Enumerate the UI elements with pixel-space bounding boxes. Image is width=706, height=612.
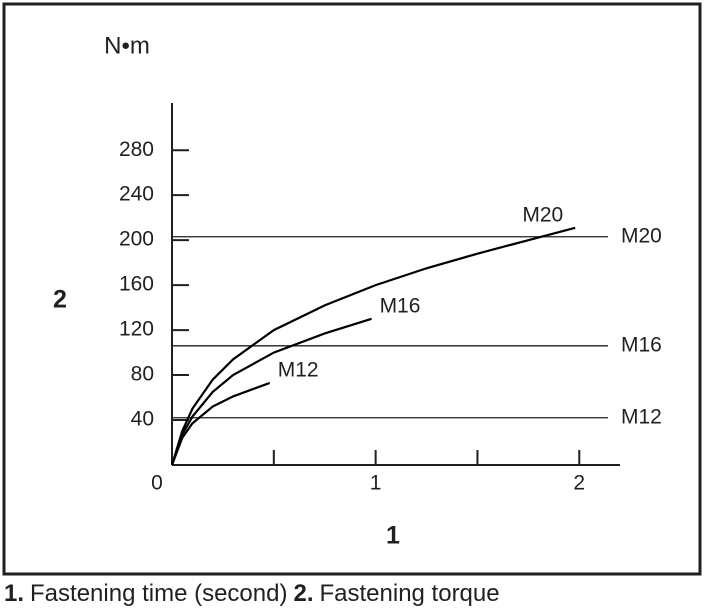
- caption-text: Fastening time (second): [30, 580, 288, 607]
- y-tick-label: 80: [131, 363, 154, 386]
- x-tick-label: 0: [151, 472, 163, 495]
- y-tick-label: 240: [119, 183, 154, 206]
- caption: 1. Fastening time (second) 2. Fastening tor…: [4, 580, 506, 608]
- y-tick-label: 160: [119, 273, 154, 296]
- x-axis-title: 1: [386, 522, 400, 550]
- frame: [2, 2, 702, 576]
- x-tick-label: 2: [573, 472, 585, 495]
- curve: [170, 226, 576, 466]
- reference-label: M12: [621, 405, 662, 428]
- y-axis-title: 2: [53, 286, 67, 314]
- y-tick-label: 120: [119, 318, 154, 341]
- curve-label: M12: [278, 358, 319, 381]
- curve: [170, 381, 271, 466]
- x-tick-label: 1: [370, 472, 382, 495]
- curve-label: M20: [522, 203, 563, 226]
- reference-label: M16: [621, 333, 662, 356]
- curve-label: M16: [380, 294, 421, 317]
- y-tick-label: 40: [131, 408, 154, 431]
- curve: [170, 317, 372, 466]
- unit-label: N•m: [104, 32, 150, 59]
- y-tick-label: 200: [119, 228, 154, 251]
- y-tick-label: 280: [119, 138, 154, 161]
- reference-label: M20: [621, 224, 662, 247]
- caption-key: 1.: [4, 580, 25, 607]
- caption-key: 2.: [293, 580, 314, 607]
- caption-text: Fastening torque: [319, 580, 500, 607]
- chart: N•m 2 1 40 80 120 160 200 240 280 0 1 2 M20 M16 M12 M…: [2, 2, 702, 576]
